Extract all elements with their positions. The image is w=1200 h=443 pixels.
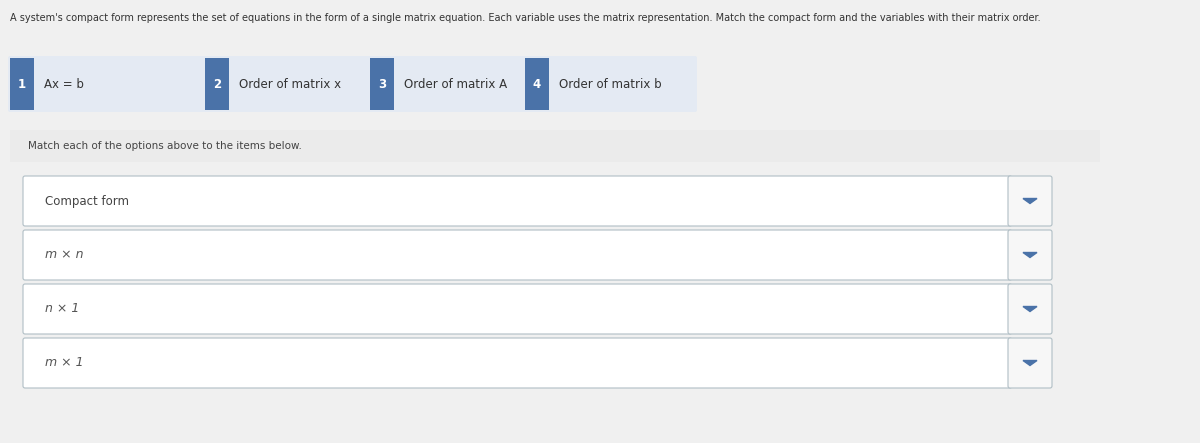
FancyBboxPatch shape bbox=[370, 58, 394, 110]
FancyBboxPatch shape bbox=[1008, 338, 1052, 388]
Text: m × 1: m × 1 bbox=[46, 357, 84, 369]
FancyBboxPatch shape bbox=[1008, 176, 1052, 226]
Text: Order of matrix x: Order of matrix x bbox=[239, 78, 341, 90]
FancyBboxPatch shape bbox=[23, 338, 1012, 388]
FancyBboxPatch shape bbox=[526, 58, 550, 110]
FancyBboxPatch shape bbox=[205, 58, 229, 110]
Text: 2: 2 bbox=[212, 78, 221, 90]
FancyBboxPatch shape bbox=[23, 284, 1012, 334]
FancyBboxPatch shape bbox=[1008, 230, 1052, 280]
Text: Order of matrix b: Order of matrix b bbox=[559, 78, 661, 90]
Text: Ax = b: Ax = b bbox=[44, 78, 84, 90]
Text: 1: 1 bbox=[18, 78, 26, 90]
Text: Compact form: Compact form bbox=[46, 194, 130, 207]
Text: Order of matrix A: Order of matrix A bbox=[404, 78, 508, 90]
FancyBboxPatch shape bbox=[23, 230, 1012, 280]
Text: 4: 4 bbox=[533, 78, 541, 90]
Text: Match each of the options above to the items below.: Match each of the options above to the i… bbox=[28, 141, 302, 151]
FancyBboxPatch shape bbox=[8, 56, 697, 112]
Polygon shape bbox=[1022, 361, 1037, 365]
Polygon shape bbox=[1022, 198, 1037, 203]
Text: 3: 3 bbox=[378, 78, 386, 90]
FancyBboxPatch shape bbox=[10, 58, 34, 110]
Text: A system's compact form represents the set of equations in the form of a single : A system's compact form represents the s… bbox=[10, 13, 1040, 23]
Polygon shape bbox=[1022, 307, 1037, 311]
FancyBboxPatch shape bbox=[1008, 284, 1052, 334]
Text: m × n: m × n bbox=[46, 249, 84, 261]
FancyBboxPatch shape bbox=[23, 176, 1012, 226]
FancyBboxPatch shape bbox=[10, 130, 1100, 162]
Text: n × 1: n × 1 bbox=[46, 303, 79, 315]
Polygon shape bbox=[1022, 253, 1037, 257]
